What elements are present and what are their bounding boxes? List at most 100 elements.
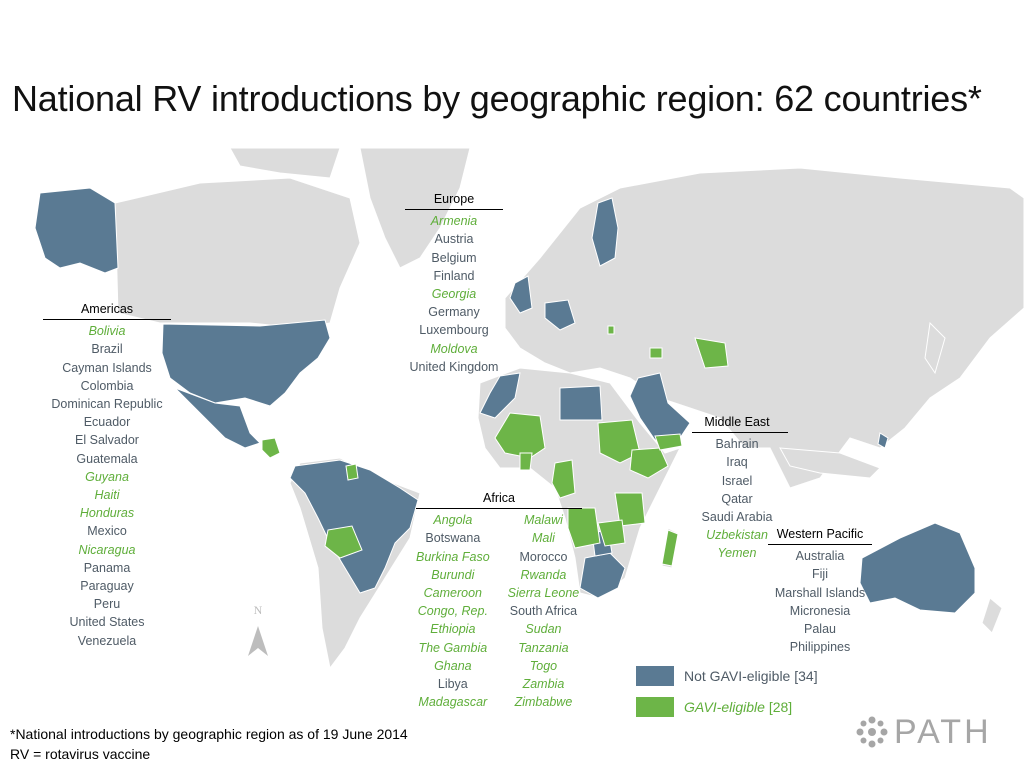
country-name: Qatar <box>721 491 753 506</box>
alaska-shape <box>34 187 119 274</box>
ghana-shape <box>519 452 533 471</box>
compass-icon: N <box>248 603 268 656</box>
country-name: Colombia <box>80 378 134 393</box>
country-name: South Africa <box>509 604 578 619</box>
country-name: United States <box>69 615 145 630</box>
country-name: Guyana <box>85 469 129 484</box>
country-name: Madagascar <box>418 695 488 710</box>
legend-gavi: GAVI-eligible [28] <box>636 697 792 717</box>
sudan-shape <box>597 419 641 464</box>
country-name: Ethiopia <box>430 622 476 637</box>
country-name: Venezuela <box>77 633 137 648</box>
country-name: Zambia <box>522 677 565 692</box>
country-name: Paraguay <box>80 579 134 594</box>
country-name: Burundi <box>431 567 475 582</box>
western-pacific-title-rule <box>768 544 872 546</box>
africa-region-list: Africa Angola Botswana Burkina Faso Burundi… <box>416 489 582 711</box>
americas-region-list: Americas Bolivia Brazil Cayman Islands Colo… <box>40 300 174 650</box>
country-name: Rwanda <box>520 567 567 582</box>
middle-east-title: Middle East <box>704 415 770 429</box>
middle-east-title-rule <box>692 432 788 434</box>
legend-gavi-label: GAVI-eligible <box>684 699 765 715</box>
footnote-line-1: *National introductions by geographic re… <box>10 726 408 742</box>
svg-text:N: N <box>254 603 263 617</box>
country-name: United Kingdom <box>409 359 499 374</box>
country-name: Austria <box>434 232 474 247</box>
country-name: Morocco <box>519 549 568 564</box>
country-name: Uzbekistan <box>706 528 768 543</box>
country-name: Nicaragua <box>78 542 136 557</box>
country-name: Dominican Republic <box>51 397 163 412</box>
mexico-shape <box>174 387 261 449</box>
country-name: Belgium <box>431 250 477 265</box>
world-map: N <box>34 148 1024 670</box>
country-name: Cayman Islands <box>62 360 152 375</box>
country-name: Malawi <box>523 513 563 528</box>
legend-swatch-gavi <box>636 697 674 717</box>
country-name: Haiti <box>94 488 120 503</box>
country-name: Micronesia <box>789 603 851 618</box>
uk-shape <box>509 275 533 314</box>
country-name: Zimbabwe <box>514 695 573 710</box>
zambia-shape <box>597 519 626 547</box>
yemen-shape <box>654 433 683 451</box>
cameroon-shape <box>551 459 576 499</box>
africa-title-rule <box>416 508 582 510</box>
bolivia-shape <box>324 525 363 559</box>
legend-not-gavi: Not GAVI-eligible [34] <box>636 666 818 686</box>
europe-title-rule <box>405 209 503 211</box>
country-name: Bolivia <box>88 324 126 339</box>
country-name: Fiji <box>812 567 828 582</box>
slide-title: National RV introductions by geographic … <box>12 78 982 119</box>
angola-shape <box>567 507 601 549</box>
country-name: Germany <box>428 305 480 320</box>
country-name: Sierra Leone <box>507 586 580 601</box>
country-name: Togo <box>529 658 558 673</box>
tanzania-shape <box>614 492 646 527</box>
country-name: Marshall Islands <box>774 585 866 600</box>
uzbekistan-shape <box>694 337 729 369</box>
country-name: Cameroon <box>423 586 483 601</box>
country-name: Angola <box>433 513 473 528</box>
country-name: Sudan <box>525 622 562 637</box>
country-name: Mexico <box>87 524 127 539</box>
guyana-shape <box>345 463 359 481</box>
path-logo-icon <box>856 716 888 748</box>
philippines-shape <box>877 432 889 449</box>
morocco-shape <box>479 372 521 419</box>
country-name: Panama <box>83 560 131 575</box>
caucasus-shape <box>649 347 663 359</box>
path-logo-text: PATH <box>894 712 992 751</box>
path-logo: PATH <box>852 712 992 752</box>
ethiopia-shape <box>629 447 669 479</box>
country-name: Brazil <box>91 342 123 357</box>
europe-title: Europe <box>433 192 475 206</box>
madagascar-shape <box>661 529 679 567</box>
western-pacific-region-list: Western Pacific Australia Fiji Marshall Is… <box>768 525 872 656</box>
country-name: Peru <box>93 597 121 612</box>
country-name: Honduras <box>79 506 135 521</box>
western-pacific-title: Western Pacific <box>776 527 864 541</box>
country-name: Georgia <box>431 287 477 302</box>
country-name: The Gambia <box>418 640 488 655</box>
country-name: Tanzania <box>518 640 569 655</box>
country-name: Ecuador <box>83 415 131 430</box>
not-gavi-countries <box>34 187 976 614</box>
legend-gavi-count: [28] <box>768 699 793 715</box>
country-name: Australia <box>795 549 845 564</box>
country-name: Finland <box>433 268 475 283</box>
country-name: Palau <box>804 622 836 637</box>
country-name: Libya <box>437 677 468 692</box>
footnote-line-2: RV = rotavirus vaccine <box>10 746 151 762</box>
usa-shape <box>161 319 331 407</box>
country-name: Philippines <box>789 640 851 655</box>
central-america-shape <box>261 437 281 459</box>
africa-title: Africa <box>483 491 515 505</box>
country-name: Mali <box>531 531 555 546</box>
libya-shape <box>559 385 603 421</box>
country-name: Burkina Faso <box>416 549 490 564</box>
legend-swatch-not-gavi <box>636 666 674 686</box>
europe-region-list: Europe Armenia Austria Belgium Finland Georg… <box>402 190 506 376</box>
moldova-shape <box>607 325 615 335</box>
australia-shape <box>859 522 976 614</box>
